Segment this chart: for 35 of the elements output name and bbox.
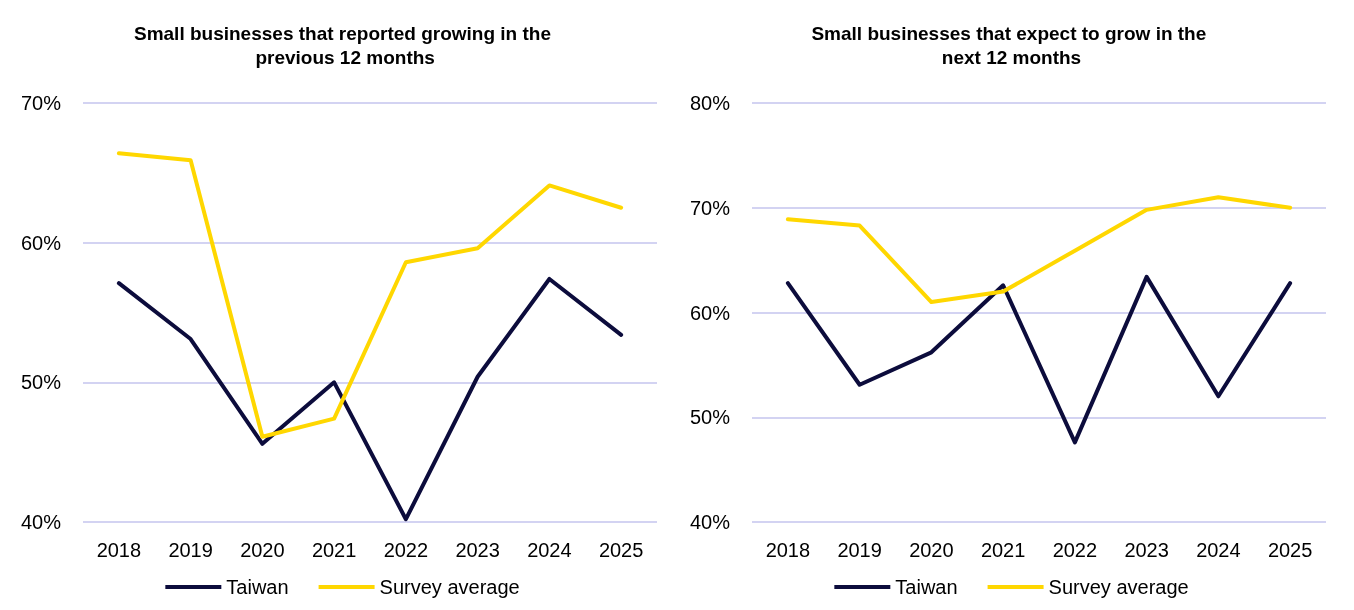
legend-label: Survey average [379,576,520,598]
legend-label: Taiwan [226,576,289,598]
x-tick-label: 2024 [527,539,572,561]
y-tick-label: 40% [20,511,62,533]
line-series [785,274,1293,445]
x-tick-label: 2021 [980,539,1026,561]
y-tick-label: 40% [689,511,731,533]
line-series [785,195,1293,305]
legend-label: Taiwan [895,576,958,598]
y-tick-label: 50% [689,406,731,429]
x-tick-label: 2020 [909,539,954,561]
chart-title: Small businesses that expect to grow in the next 12 months [811,22,1212,68]
x-tick-label: 2023 [455,539,500,561]
legend-label: Survey average [1048,576,1189,598]
x-tick-label: 2022 [383,539,429,561]
x-tick-label: 2020 [240,539,285,561]
y-tick-label: 50% [20,371,62,394]
x-tick-label: 2021 [311,539,357,561]
x-tick-label: 2025 [598,539,644,561]
chart-title: Small businesses that reported growing in the previous 12 months [133,22,552,68]
y-tick-label: 70% [20,92,62,114]
x-tick-label: 2025 [1267,539,1313,561]
x-tick-label: 2019 [168,539,213,561]
x-tick-label: 2018 [765,539,811,561]
y-tick-label: 80% [689,92,731,114]
x-tick-label: 2022 [1052,539,1098,561]
y-tick-label: 70% [689,196,731,219]
line-series [116,151,624,439]
y-tick-label: 60% [20,231,62,254]
line-series [116,276,624,522]
x-tick-label: 2019 [837,539,882,561]
x-tick-label: 2023 [1124,539,1169,561]
x-tick-label: 2018 [96,539,142,561]
y-tick-label: 60% [689,301,731,324]
x-tick-label: 2024 [1196,539,1241,561]
